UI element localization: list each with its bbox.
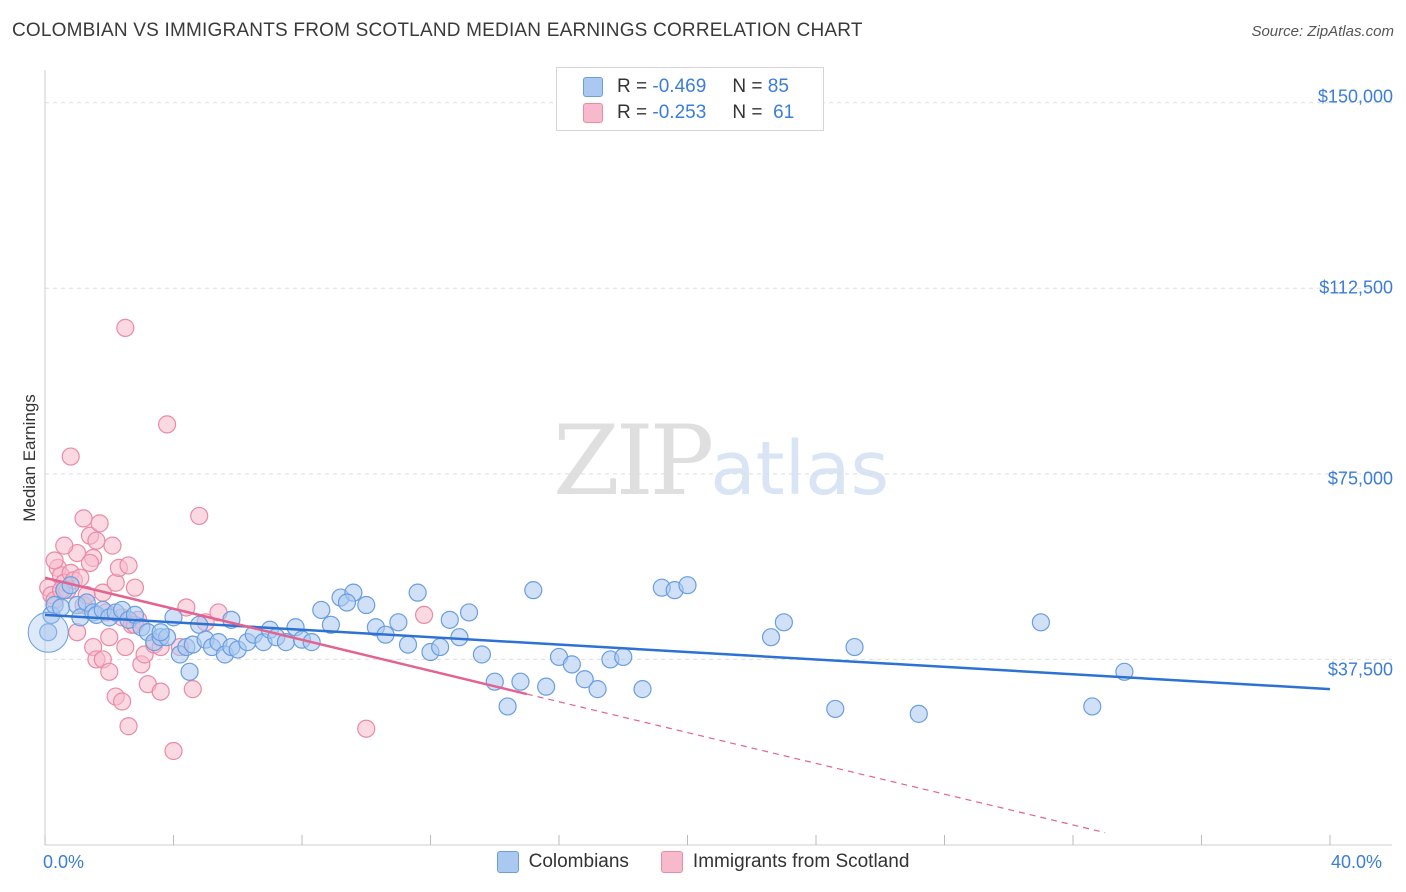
scotland-point xyxy=(103,536,122,555)
scotland-point xyxy=(357,719,376,738)
colombians-legend-swatch xyxy=(496,851,519,873)
x-tick-max: 40.0% xyxy=(1331,852,1383,872)
scotland-point xyxy=(80,553,100,573)
colombian-point xyxy=(761,628,781,647)
colombian-point xyxy=(39,623,58,642)
colombian-point xyxy=(389,613,408,632)
scotland-point xyxy=(45,551,64,570)
chart-title: COLOMBIAN VS IMMIGRANTS FROM SCOTLAND ME… xyxy=(12,20,863,41)
source-label: Source: ZipAtlas.com xyxy=(1251,23,1394,40)
colombian-point xyxy=(459,603,479,622)
colombian-point xyxy=(524,581,543,600)
scotland-point xyxy=(116,637,135,657)
colombian-point xyxy=(633,680,652,699)
legend-label-scotland: Immigrants from Scotland xyxy=(692,851,910,872)
colombian-point xyxy=(498,697,517,716)
y-tick-150000: $150,000 xyxy=(1317,86,1393,107)
scotland-point xyxy=(106,573,125,592)
colombian-point xyxy=(321,615,341,634)
scotland-point xyxy=(90,514,109,533)
scotland-point xyxy=(125,578,145,597)
stats-row-colombians: R = -0.469 N = 85 xyxy=(583,74,789,100)
scotland-point xyxy=(183,680,202,699)
colombians-trend-line xyxy=(44,613,1331,691)
colombian-point xyxy=(357,595,376,615)
colombian-point xyxy=(588,680,607,699)
colombian-point xyxy=(511,672,530,691)
scotland-legend-swatch xyxy=(660,851,683,873)
scotland-point xyxy=(100,628,119,647)
scotland-swatch xyxy=(583,103,603,123)
scotland-point xyxy=(164,741,183,761)
scotland-point xyxy=(119,717,138,736)
n-value-colombians: 85 xyxy=(767,76,789,97)
scotland-point xyxy=(157,415,177,434)
colombian-point xyxy=(774,613,793,632)
n-label: N = xyxy=(732,102,763,123)
legend-label-colombians: Colombians xyxy=(528,851,629,872)
colombian-point xyxy=(151,623,170,642)
scotland-point xyxy=(119,556,138,575)
r-label: R = xyxy=(617,76,648,97)
colombian-point xyxy=(337,593,357,612)
legend-item-colombians[interactable]: Colombians xyxy=(496,851,629,873)
colombian-point xyxy=(826,699,845,719)
colombian-point xyxy=(472,645,491,664)
watermark-atlas: atlas xyxy=(710,426,890,512)
series-legend: Colombians Immigrants from Scotland xyxy=(0,851,1406,873)
scotland-trend-extrapolation xyxy=(526,693,1106,834)
colombian-point xyxy=(1031,613,1050,632)
colombian-point xyxy=(845,637,864,657)
y-tick-37500: $37,500 xyxy=(1327,659,1393,680)
y-axis-label: Median Earnings xyxy=(20,394,39,522)
colombian-point xyxy=(1083,697,1102,716)
colombians-swatch xyxy=(583,77,603,97)
scotland-point xyxy=(55,536,74,555)
y-tick-112500: $112,500 xyxy=(1319,277,1393,298)
colombian-point xyxy=(909,704,928,723)
scotland-point xyxy=(87,531,106,550)
colombian-point xyxy=(180,662,199,681)
stats-row-scotland: R = -0.253 N = 61 xyxy=(583,100,794,126)
n-value-scotland: 61 xyxy=(773,102,795,123)
scotland-point xyxy=(414,605,434,625)
scotland-point xyxy=(112,692,132,711)
scotland-point xyxy=(68,623,87,642)
colombian-point xyxy=(312,600,331,620)
colombian-aggregate-point xyxy=(27,611,69,653)
scotland-point xyxy=(116,318,135,337)
watermark-zip: ZIP xyxy=(553,405,714,517)
r-value-colombians: -0.469 xyxy=(652,76,707,97)
scotland-point xyxy=(151,682,170,701)
n-label: N = xyxy=(732,76,763,97)
colombian-point xyxy=(431,637,450,657)
x-tick-min: 0.0% xyxy=(43,852,85,872)
colombian-point xyxy=(398,635,418,654)
scotland-point xyxy=(74,509,93,528)
scotland-trend-line xyxy=(44,576,528,696)
r-value-scotland: -0.253 xyxy=(652,102,707,123)
colombian-point xyxy=(562,655,581,674)
colombian-point xyxy=(408,583,427,602)
colombian-point xyxy=(537,677,556,696)
colombian-point xyxy=(575,670,594,689)
scotland-point xyxy=(190,506,209,526)
colombian-point xyxy=(614,647,633,667)
scotland-point xyxy=(100,662,119,681)
colombian-point xyxy=(678,576,697,595)
colombian-point xyxy=(440,610,459,629)
y-tick-75000: $75,000 xyxy=(1327,468,1393,489)
scotland-point xyxy=(61,447,80,466)
legend-item-scotland[interactable]: Immigrants from Scotland xyxy=(660,851,910,873)
r-label: R = xyxy=(617,102,648,123)
watermark: ZIPatlas xyxy=(553,405,889,517)
stats-legend: R = -0.469 N = 85 R = -0.253 N = 61 xyxy=(556,67,824,131)
colombian-point xyxy=(450,628,469,647)
